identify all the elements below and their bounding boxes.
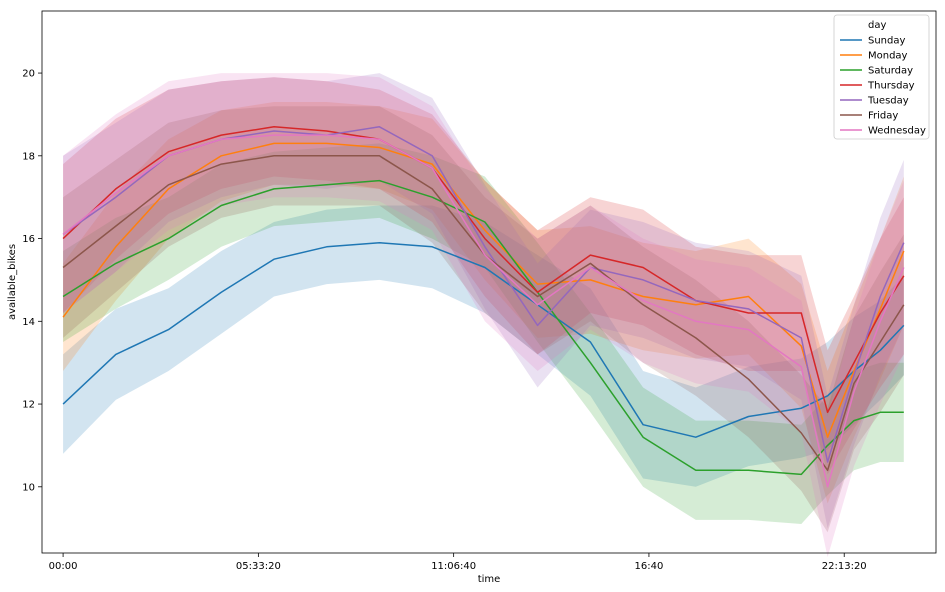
y-tick-label: 20 xyxy=(22,69,35,80)
band-monday xyxy=(63,102,904,504)
legend-items: Sunday Monday Saturday Thursday Tuesday Frida… xyxy=(840,36,926,137)
y-tick-label: 10 xyxy=(22,482,35,493)
x-axis-label: time xyxy=(478,574,501,585)
band-sunday xyxy=(63,205,904,487)
legend: day Sunday Monday Saturday Thursday Tuesday F… xyxy=(833,14,930,140)
legend-label-tuesday: Tuesday xyxy=(867,96,909,107)
band-wednesday xyxy=(63,73,904,558)
x-tick-label: 16:40 xyxy=(635,561,664,572)
legend-label-sunday: Sunday xyxy=(868,36,905,47)
legend-label-saturday: Saturday xyxy=(868,66,913,77)
legend-label-wednesday: Wednesday xyxy=(868,126,926,137)
y-tick-label: 16 xyxy=(22,234,35,245)
x-tick-label: 11:06:40 xyxy=(431,561,476,572)
band-saturday xyxy=(63,143,904,524)
series-lines xyxy=(62,126,905,488)
x-axis: 00:00 05:33:20 11:06:40 16:40 22:13:20 xyxy=(49,553,867,572)
legend-label-friday: Friday xyxy=(868,111,898,122)
y-axis-label: available_bikes xyxy=(7,244,18,320)
y-tick-label: 12 xyxy=(22,400,35,411)
confidence-bands xyxy=(63,73,904,558)
y-tick-label: 18 xyxy=(22,151,35,162)
legend-label-thursday: Thursday xyxy=(867,81,915,92)
x-tick-label: 22:13:20 xyxy=(822,561,867,572)
band-friday xyxy=(63,106,904,533)
legend-label-monday: Monday xyxy=(868,51,908,62)
y-tick-label: 14 xyxy=(22,317,35,328)
x-tick-label: 00:00 xyxy=(49,561,78,572)
band-tuesday xyxy=(63,73,904,529)
plot-frame xyxy=(41,10,937,554)
y-axis: 10 12 14 16 18 20 xyxy=(22,69,42,493)
band-thursday xyxy=(63,77,904,475)
legend-title: day xyxy=(868,20,886,31)
x-tick-label: 05:33:20 xyxy=(236,561,281,572)
legend-box xyxy=(833,14,930,140)
